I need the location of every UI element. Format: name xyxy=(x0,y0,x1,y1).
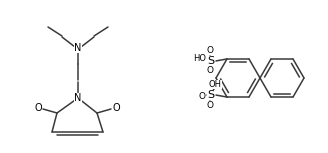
Text: N: N xyxy=(74,93,82,103)
Text: HO: HO xyxy=(194,54,207,63)
Text: O: O xyxy=(112,103,120,113)
Text: N: N xyxy=(74,43,82,53)
Text: S: S xyxy=(207,56,215,66)
Text: O: O xyxy=(34,103,42,113)
Text: O: O xyxy=(207,101,214,110)
Text: S: S xyxy=(207,90,215,100)
Text: O: O xyxy=(207,47,214,55)
Text: O: O xyxy=(198,91,206,101)
Text: O: O xyxy=(207,66,214,75)
Text: OH: OH xyxy=(209,80,221,89)
